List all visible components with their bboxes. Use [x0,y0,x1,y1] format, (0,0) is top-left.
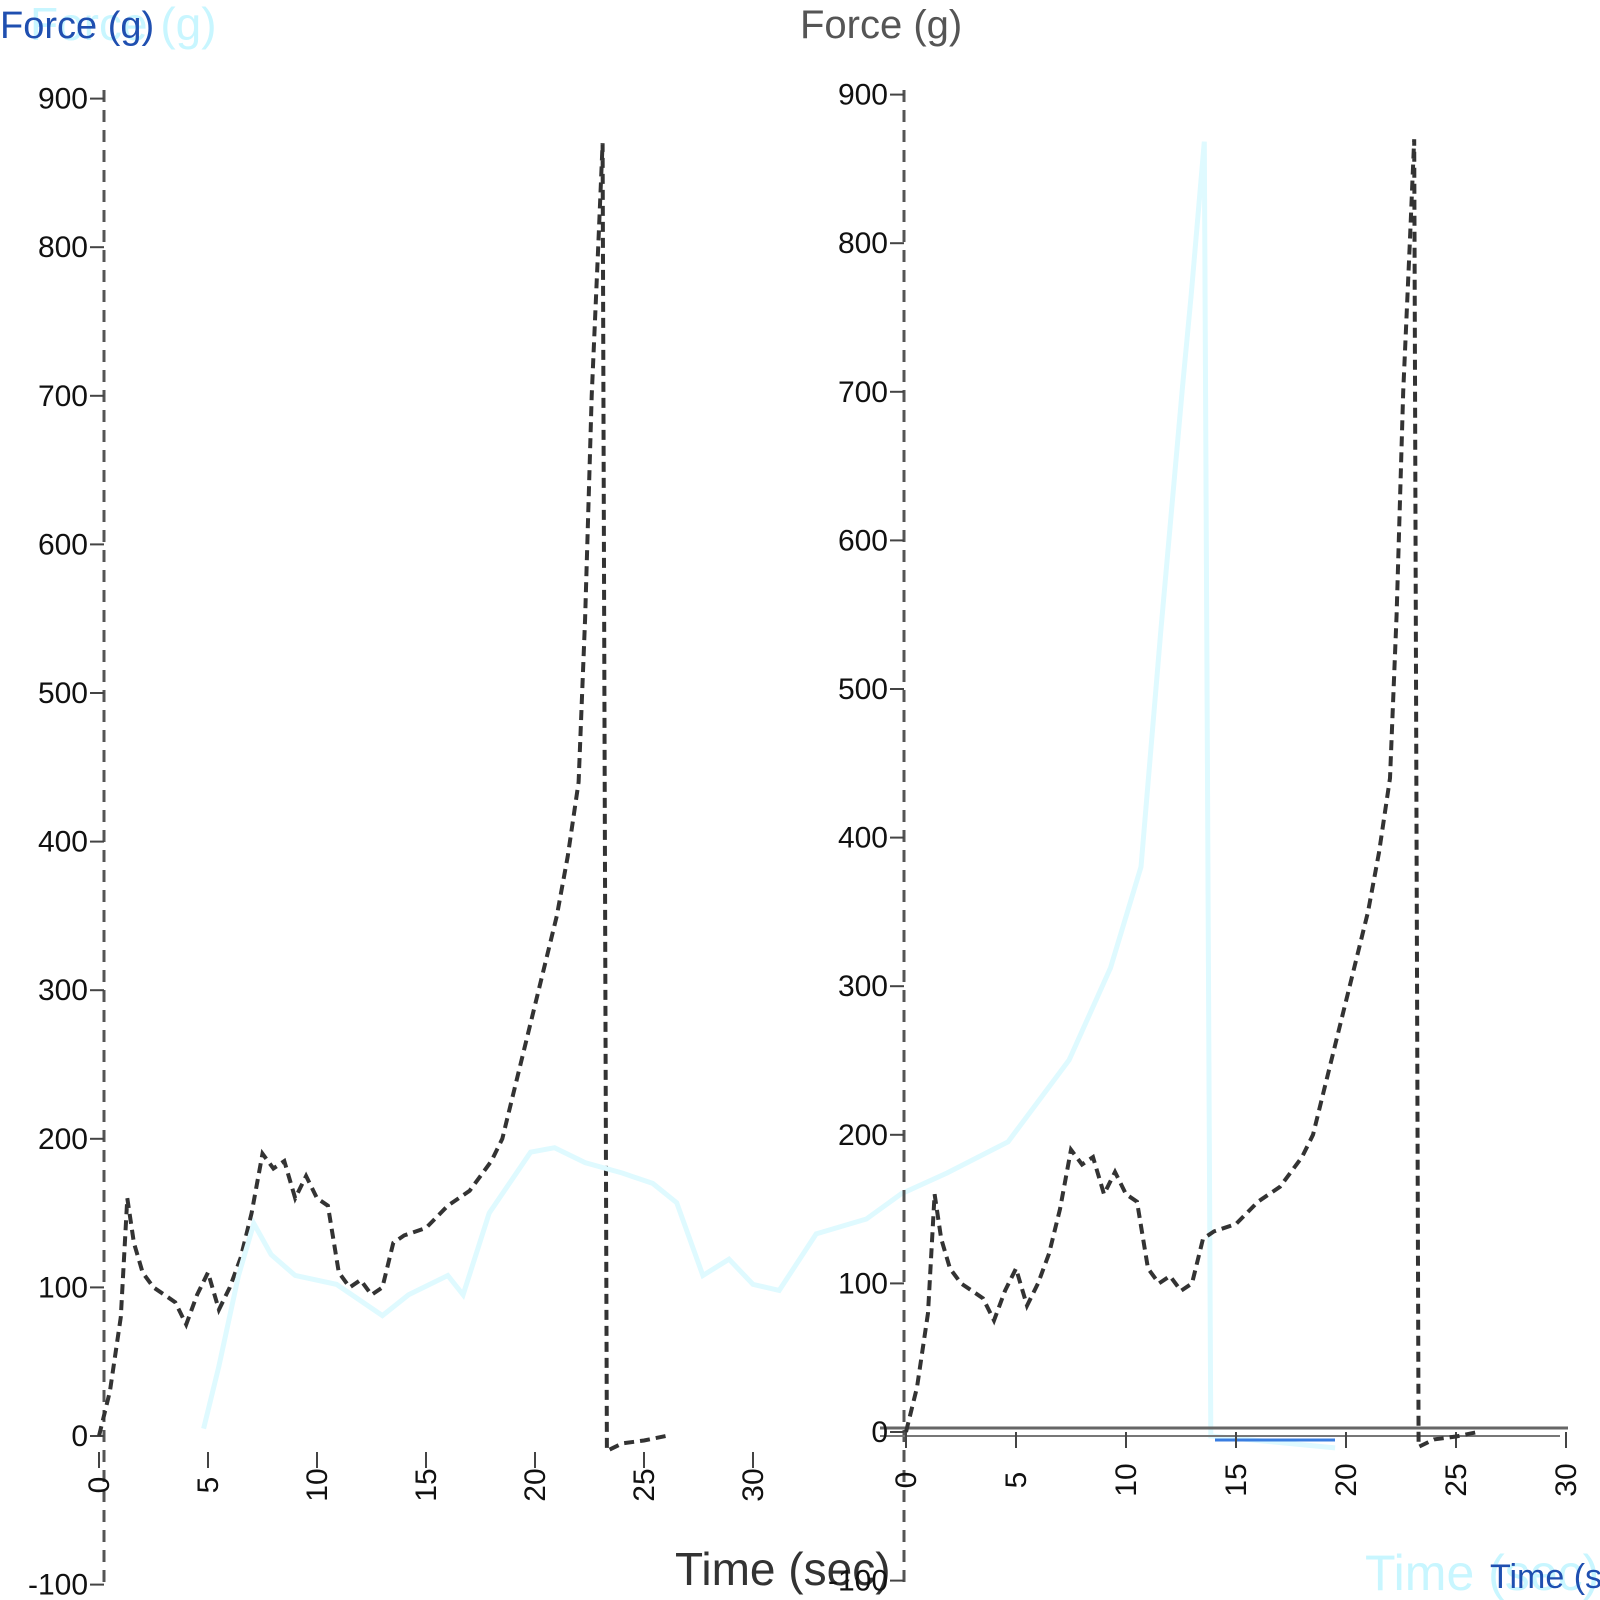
x-tick-label: 20 [519,1468,552,1501]
force-series-line [904,139,1479,1451]
x-tick-label: 5 [192,1477,225,1494]
right-x-ticks: 0 5 10 15 20 25 30 [890,1432,1583,1497]
right-x-label: Time (sec) [1490,1558,1600,1596]
y-tick-label: 800 [38,231,88,264]
x-tick-label: 30 [1550,1463,1583,1496]
force-series-line [97,143,667,1455]
right-x-label-overlay: Time (sec) [1365,1545,1599,1600]
y-tick-label: 400 [838,822,888,855]
y-tick-label: 100 [838,1267,888,1300]
left-y-label-overlay: Force (g) [30,0,217,50]
y-tick-label: 500 [38,677,88,710]
y-tick-label: 600 [38,528,88,561]
left-y-label: Force (g) [0,5,154,47]
y-tick-label: 600 [838,524,888,557]
left-x-ticks: 0 5 10 15 20 25 30 [83,1452,770,1502]
right-series [904,139,1479,1451]
y-tick-label: -100 [828,1565,888,1598]
y-tick-label: 100 [38,1271,88,1304]
y-tick-label: 700 [38,380,88,413]
left-y-ticks: -100 0 100 200 300 400 500 600 700 800 900 [28,83,104,1600]
x-tick-label: 0 [890,1472,923,1489]
x-tick-label: 15 [1220,1463,1253,1496]
left-series [97,141,1336,1455]
y-tick-label: 400 [38,826,88,859]
y-tick-label: 500 [838,673,888,706]
y-tick-label: 800 [838,227,888,260]
x-tick-label: 25 [628,1468,661,1501]
y-tick-label: 900 [38,83,88,116]
x-tick-label: 0 [83,1477,116,1494]
y-tick-label: 700 [838,376,888,409]
right-y-ticks: -100 0 100 200 300 400 500 600 700 800 900 [828,79,904,1598]
x-tick-label: 20 [1330,1463,1363,1496]
x-tick-label: 15 [410,1468,443,1501]
right-panel: -100 0 100 200 300 400 500 600 700 800 900 0 5 10 15 2… [800,3,1600,1600]
y-tick-label: 0 [871,1416,888,1449]
y-tick-label: 900 [838,79,888,112]
right-y-label: Force (g) [800,3,962,47]
x-tick-label: 25 [1440,1463,1473,1496]
left-x-label: Time (sec) [675,1543,891,1595]
y-tick-label: 300 [838,970,888,1003]
y-tick-label: 200 [38,1123,88,1156]
y-tick-label: -100 [28,1569,88,1600]
x-tick-label: 10 [301,1468,334,1501]
overlay-series-line [201,141,1336,1451]
x-tick-label: 30 [737,1468,770,1501]
y-tick-label: 200 [838,1119,888,1152]
x-tick-label: 10 [1110,1463,1143,1496]
y-tick-label: 0 [71,1420,88,1453]
y-tick-label: 300 [38,974,88,1007]
x-tick-label: 5 [1000,1472,1033,1489]
